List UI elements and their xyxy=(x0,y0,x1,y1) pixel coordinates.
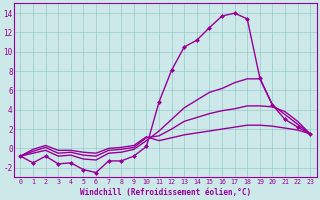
X-axis label: Windchill (Refroidissement éolien,°C): Windchill (Refroidissement éolien,°C) xyxy=(80,188,251,197)
